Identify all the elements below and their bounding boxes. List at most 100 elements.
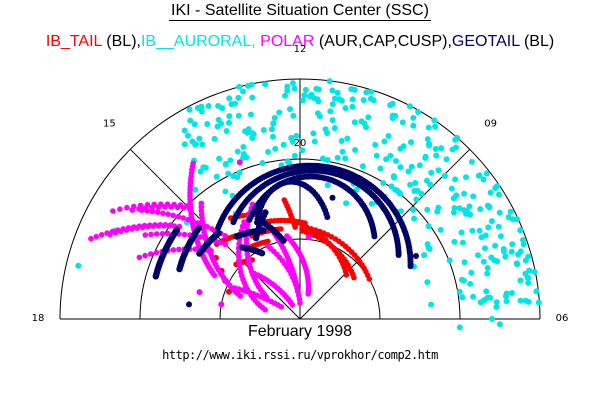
ib-auroral-point — [405, 168, 412, 175]
polar-point — [118, 228, 124, 235]
ib-auroral-point — [407, 181, 414, 188]
polar-point — [241, 219, 247, 225]
ib-auroral-point — [262, 81, 269, 88]
polar-point — [170, 247, 177, 253]
ib-auroral-point — [271, 114, 278, 121]
ib-auroral-point — [520, 241, 527, 248]
ib-auroral-point — [494, 183, 501, 190]
polar-point — [124, 204, 130, 211]
polar-point — [217, 239, 224, 246]
ib-auroral-point — [200, 164, 207, 171]
data-marks — [75, 78, 542, 331]
ib-auroral-point — [383, 156, 390, 163]
legend: IB_TAIL (BL),IB__AURORAL, POLAR (AUR,CAP… — [0, 33, 600, 51]
ib-auroral-point — [452, 136, 459, 143]
ib-auroral-point — [250, 131, 257, 138]
ib-auroral-point — [451, 205, 458, 211]
ib-auroral-point — [342, 155, 349, 162]
ib-auroral-point — [412, 180, 419, 186]
ib-auroral-point — [389, 112, 396, 119]
ib-auroral-point — [470, 293, 477, 300]
chart-title: IKI - Satellite Situation Center (SSC) — [0, 2, 600, 21]
polar-point — [150, 223, 157, 229]
ib-auroral-point — [477, 299, 484, 306]
ib-auroral-point — [475, 252, 481, 259]
ib-auroral-point — [204, 121, 211, 127]
polar-point — [145, 223, 151, 230]
polar-point — [289, 302, 296, 308]
ib-auroral-point — [181, 141, 188, 148]
ib-auroral-point — [242, 128, 249, 135]
ib-auroral-point — [513, 260, 520, 267]
ib-auroral-point — [272, 145, 279, 152]
ib-auroral-point — [198, 108, 205, 115]
ib-auroral-point — [289, 80, 296, 87]
ib-auroral-point — [194, 105, 201, 111]
ib-tail-point — [226, 288, 232, 295]
ib-auroral-point — [467, 280, 474, 287]
ib-auroral-point — [508, 248, 515, 255]
ib-auroral-point — [240, 88, 246, 95]
polar-point — [142, 252, 148, 259]
ib-auroral-point — [406, 103, 413, 110]
ib-auroral-point — [372, 141, 379, 148]
polar-point — [123, 227, 130, 233]
ib-auroral-point — [307, 93, 313, 100]
ib-auroral-point — [494, 258, 500, 265]
ib-auroral-point — [426, 140, 433, 147]
ib-auroral-point — [343, 200, 350, 207]
ib-auroral-point — [459, 294, 466, 301]
legend-polar: POLAR (AUR,CAP,CUSP), — [260, 33, 452, 50]
ib-auroral-point — [393, 158, 399, 164]
polar-point — [88, 235, 94, 242]
legend-geotail-name: GEOTAIL — [451, 33, 520, 50]
ib-tail-point — [343, 272, 350, 278]
polar-point — [235, 253, 242, 260]
ib-auroral-point — [425, 245, 432, 251]
legend-polar-suffix: (AUR,CAP,CUSP), — [314, 33, 452, 50]
ib-auroral-point — [496, 209, 503, 216]
polar-point — [174, 204, 181, 211]
ib-auroral-point — [502, 293, 509, 300]
ib-auroral-point — [349, 96, 356, 103]
ib-auroral-point — [408, 139, 414, 146]
ib-auroral-point — [334, 89, 341, 96]
ib-auroral-point — [213, 173, 220, 180]
ib-auroral-point — [196, 135, 203, 142]
ib-auroral-point — [373, 152, 380, 159]
ib-auroral-point — [433, 152, 440, 159]
polar-point — [93, 233, 100, 240]
geotail-point — [186, 301, 192, 308]
polar-point — [262, 306, 269, 313]
ib-auroral-point — [432, 146, 439, 152]
ib-auroral-point — [451, 238, 458, 245]
ib-auroral-point — [517, 227, 524, 234]
ib-auroral-point — [227, 157, 234, 164]
geotail-point — [407, 263, 414, 270]
polar-point — [236, 159, 243, 166]
ib-auroral-point — [502, 253, 509, 260]
ib-auroral-point — [453, 192, 460, 199]
ib-auroral-point — [470, 193, 477, 200]
ib-auroral-point — [463, 174, 469, 181]
ib-auroral-point — [289, 138, 296, 145]
ib-auroral-point — [461, 259, 468, 266]
ib-auroral-point — [293, 132, 300, 139]
polar-point — [110, 208, 116, 214]
ib-auroral-point — [245, 82, 251, 89]
ib-auroral-point — [265, 148, 272, 155]
ib-auroral-point — [268, 126, 275, 133]
ib-auroral-point — [458, 229, 465, 236]
ib-auroral-point — [358, 118, 365, 125]
polar-point — [142, 232, 149, 238]
legend-geotail: GEOTAIL (BL) — [452, 33, 554, 50]
ib-auroral-point — [496, 191, 502, 198]
ib-tail-point — [302, 220, 308, 226]
source-url[interactable]: http://www.iki.rssi.ru/vprokhor/comp2.ht… — [162, 348, 438, 362]
ib-auroral-point — [477, 206, 484, 213]
ib-auroral-point — [500, 246, 507, 252]
ib-auroral-point — [329, 117, 336, 124]
legend-polar-name: POLAR — [260, 33, 315, 50]
ib-auroral-point — [230, 173, 237, 179]
ib-auroral-point — [315, 98, 322, 105]
